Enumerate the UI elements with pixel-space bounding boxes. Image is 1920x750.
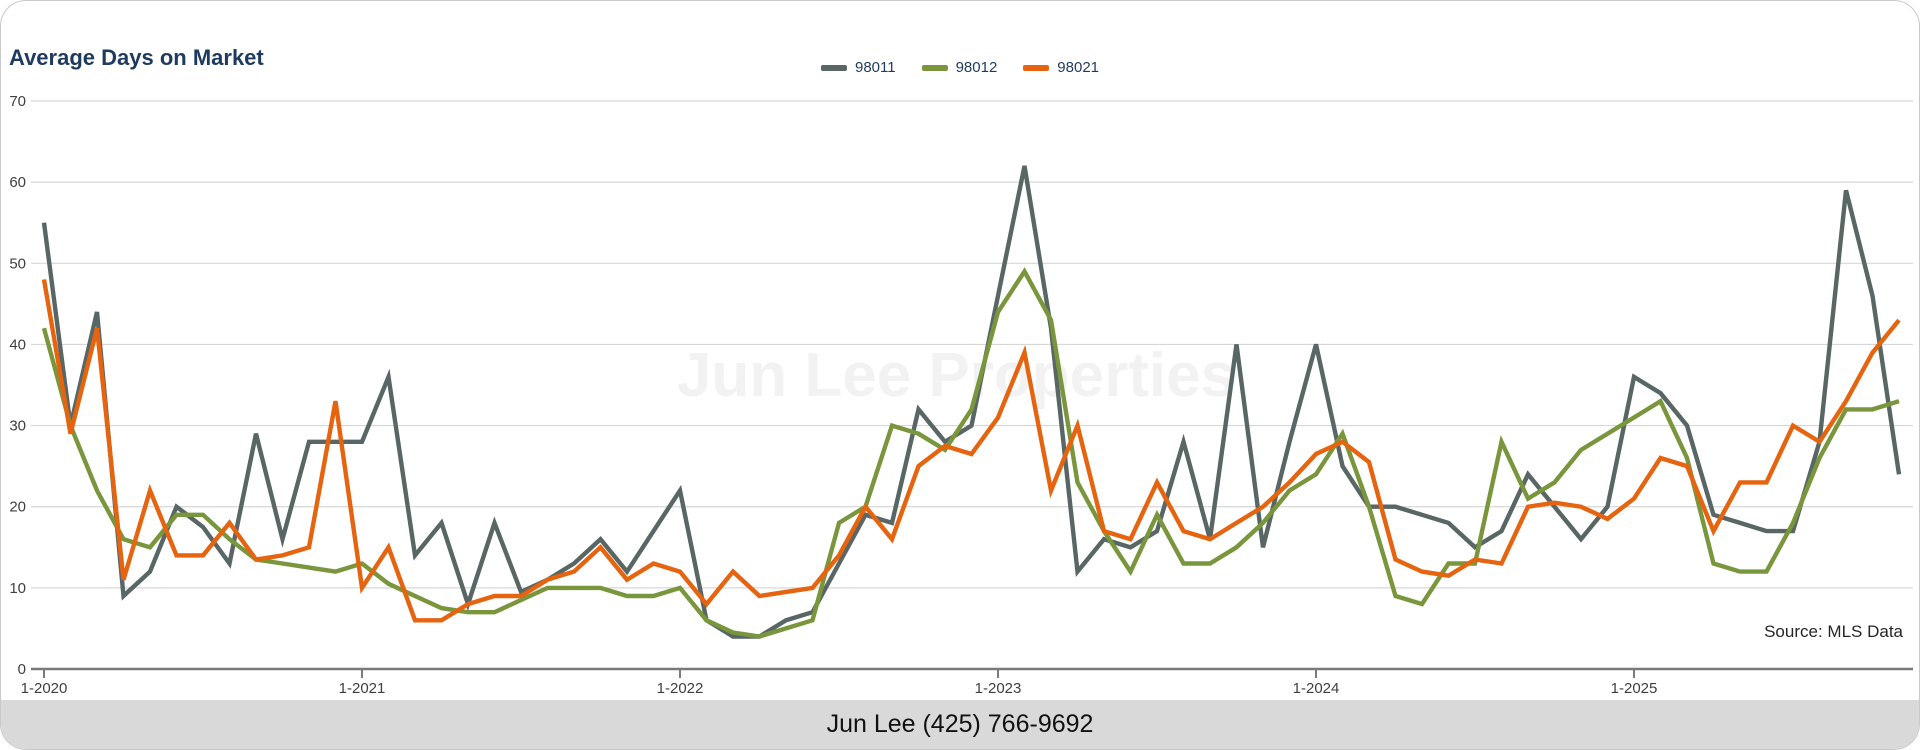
x-axis-label-1-2021: 1-2021 (339, 680, 386, 697)
legend-swatch-98011 (820, 64, 847, 71)
y-axis-label-40: 40 (9, 336, 26, 353)
series-line-98011 (41, 165, 1902, 639)
y-axis-label-60: 60 (9, 174, 26, 191)
chart-canvas: Jun Lee Properties 0 10 20 30 40 50 60 70 1-2020 1… (9, 93, 1913, 697)
footer-contact: Jun Lee (425) 766-9692 (826, 710, 1094, 738)
legend-label-98011: 98011 (854, 59, 896, 76)
legend-item-98021[interactable]: 98021 (1023, 59, 1099, 76)
y-axis-label-20: 20 (9, 499, 26, 516)
y-axis-label-70: 70 (9, 93, 26, 110)
y-axis-label-0: 0 (18, 661, 26, 678)
y-axis-label-30: 30 (9, 418, 26, 435)
x-axis-label-1-2025: 1-2025 (1611, 680, 1658, 697)
footer-bar: Jun Lee (425) 766-9692 (1, 700, 1919, 749)
legend-label-98021: 98021 (1057, 59, 1100, 76)
legend-label-98012: 98012 (955, 59, 998, 76)
series-line-98012 (41, 267, 1900, 639)
series-line-98021 (41, 279, 1901, 623)
x-axis-label-1-2022: 1-2022 (657, 680, 704, 697)
legend-swatch-98021 (1023, 64, 1050, 71)
source-label: Source: MLS Data (1764, 622, 1903, 641)
watermark: Jun Lee Properties (677, 341, 1235, 410)
y-axis-label-50: 50 (9, 255, 26, 272)
x-axis-label-1-2024: 1-2024 (1293, 680, 1340, 697)
page-title: Average Days on Market (9, 45, 264, 70)
legend-item-98011[interactable]: 98011 (820, 59, 896, 76)
x-axis-label-1-2023: 1-2023 (975, 680, 1022, 697)
legend-swatch-98012 (921, 64, 948, 71)
legend: 98011 98012 98021 (820, 59, 1099, 76)
legend-item-98012[interactable]: 98012 (921, 59, 998, 76)
y-axis-label-10: 10 (9, 580, 26, 597)
x-axis-label-1-2020: 1-2020 (21, 680, 68, 697)
